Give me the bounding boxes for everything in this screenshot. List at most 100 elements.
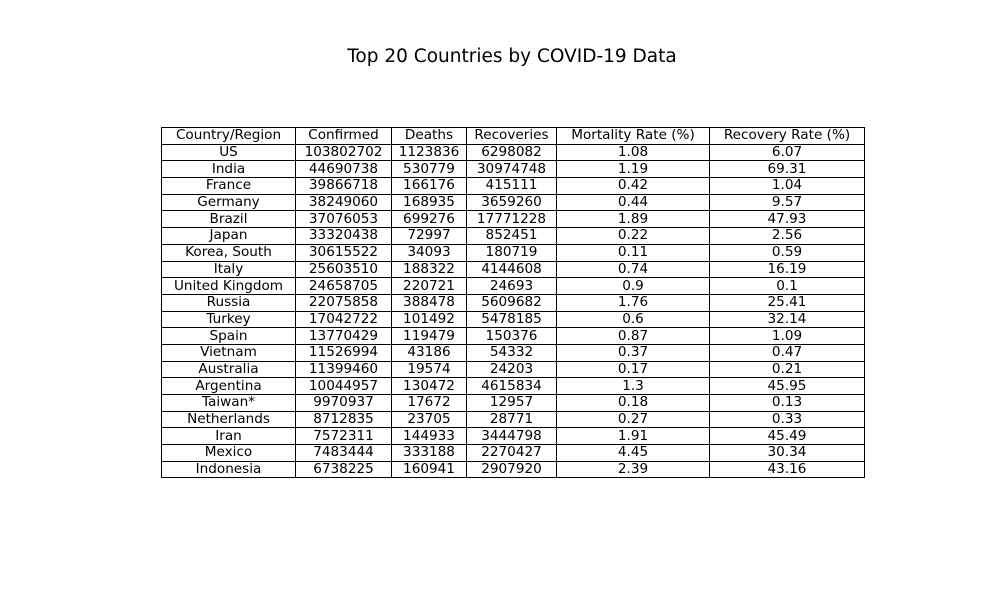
cell-country: Turkey (161, 310, 296, 329)
cell-recoveries: 2270427 (466, 444, 557, 462)
table-row: Indonesia 6738225 160941 2907920 2.39 43.16 (161, 460, 865, 479)
cell-deaths: 34093 (391, 243, 467, 262)
cell-country: France (161, 177, 296, 195)
cell-recovery-rate: 47.93 (709, 210, 865, 229)
cell-country: Korea, South (161, 243, 296, 262)
cell-recoveries: 30974748 (466, 160, 557, 179)
cell-mortality-rate: 0.9 (556, 277, 710, 295)
cell-recovery-rate: 16.19 (709, 260, 865, 279)
cell-deaths: 1123836 (391, 143, 467, 162)
cell-confirmed: 13770429 (295, 327, 392, 345)
table-row: United Kingdom 24658705 220721 24693 0.9 0.1 (161, 277, 865, 295)
cell-recoveries: 12957 (466, 394, 557, 412)
cell-confirmed: 7572311 (295, 427, 392, 446)
cell-country: Japan (161, 227, 296, 245)
cell-deaths: 220721 (391, 277, 467, 295)
cell-recoveries: 3659260 (466, 193, 557, 212)
cell-recoveries: 3444798 (466, 427, 557, 446)
table-row: Argentina 10044957 130472 4615834 1.3 45.95 (161, 377, 865, 395)
cell-confirmed: 6738225 (295, 460, 392, 479)
cell-country: Indonesia (161, 460, 296, 479)
cell-recoveries: 2907920 (466, 460, 557, 479)
cell-mortality-rate: 1.91 (556, 427, 710, 446)
cell-recoveries: 4615834 (466, 377, 557, 395)
cell-deaths: 101492 (391, 310, 467, 329)
table-row: Mexico 7483444 333188 2270427 4.45 30.34 (161, 444, 865, 462)
cell-mortality-rate: 4.45 (556, 444, 710, 462)
cell-mortality-rate: 0.87 (556, 327, 710, 345)
cell-recoveries: 150376 (466, 327, 557, 345)
cell-recoveries: 6298082 (466, 143, 557, 162)
cell-mortality-rate: 0.42 (556, 177, 710, 195)
cell-mortality-rate: 0.44 (556, 193, 710, 212)
table-row: Australia 11399460 19574 24203 0.17 0.21 (161, 360, 865, 379)
cell-mortality-rate: 0.6 (556, 310, 710, 329)
cell-recoveries: 5478185 (466, 310, 557, 329)
cell-mortality-rate: 0.74 (556, 260, 710, 279)
cell-recovery-rate: 1.09 (709, 327, 865, 345)
cell-recovery-rate: 43.16 (709, 460, 865, 479)
cell-mortality-rate: 0.37 (556, 343, 710, 362)
cell-deaths: 130472 (391, 377, 467, 395)
cell-deaths: 19574 (391, 360, 467, 379)
table-body: US 103802702 1123836 6298082 1.08 6.07 India 44… (161, 143, 865, 479)
chart-title: Top 20 Countries by COVID-19 Data (347, 46, 677, 67)
cell-confirmed: 38249060 (295, 193, 392, 212)
cell-recoveries: 24203 (466, 360, 557, 379)
cell-mortality-rate: 0.11 (556, 243, 710, 262)
cell-mortality-rate: 1.3 (556, 377, 710, 395)
cell-mortality-rate: 2.39 (556, 460, 710, 479)
cell-recovery-rate: 6.07 (709, 143, 865, 162)
header-country: Country/Region (161, 127, 296, 145)
cell-confirmed: 22075858 (295, 293, 392, 312)
cell-deaths: 188322 (391, 260, 467, 279)
cell-confirmed: 9970937 (295, 394, 392, 412)
cell-confirmed: 103802702 (295, 143, 392, 162)
table-row: Spain 13770429 119479 150376 0.87 1.09 (161, 327, 865, 345)
cell-country: Mexico (161, 444, 296, 462)
table-row: Japan 33320438 72997 852451 0.22 2.56 (161, 227, 865, 245)
cell-deaths: 530779 (391, 160, 467, 179)
cell-recovery-rate: 0.1 (709, 277, 865, 295)
cell-country: Taiwan* (161, 394, 296, 412)
cell-deaths: 23705 (391, 410, 467, 429)
cell-recovery-rate: 0.59 (709, 243, 865, 262)
cell-country: Netherlands (161, 410, 296, 429)
cell-deaths: 168935 (391, 193, 467, 212)
header-recoveries: Recoveries (466, 127, 557, 145)
cell-recovery-rate: 0.47 (709, 343, 865, 362)
cell-recovery-rate: 45.95 (709, 377, 865, 395)
cell-confirmed: 11399460 (295, 360, 392, 379)
cell-recoveries: 415111 (466, 177, 557, 195)
cell-mortality-rate: 1.19 (556, 160, 710, 179)
table-row: Russia 22075858 388478 5609682 1.76 25.41 (161, 293, 865, 312)
table-row: India 44690738 530779 30974748 1.19 69.31 (161, 160, 865, 179)
cell-recoveries: 54332 (466, 343, 557, 362)
cell-country: Germany (161, 193, 296, 212)
table-row: Vietnam 11526994 43186 54332 0.37 0.47 (161, 343, 865, 362)
cell-country: Russia (161, 293, 296, 312)
cell-recoveries: 180719 (466, 243, 557, 262)
cell-mortality-rate: 0.22 (556, 227, 710, 245)
cell-confirmed: 7483444 (295, 444, 392, 462)
cell-recovery-rate: 45.49 (709, 427, 865, 446)
table-row: Taiwan* 9970937 17672 12957 0.18 0.13 (161, 394, 865, 412)
cell-deaths: 166176 (391, 177, 467, 195)
header-recovery-rate: Recovery Rate (%) (709, 127, 865, 145)
cell-confirmed: 8712835 (295, 410, 392, 429)
cell-deaths: 699276 (391, 210, 467, 229)
cell-deaths: 160941 (391, 460, 467, 479)
table-row: Italy 25603510 188322 4144608 0.74 16.19 (161, 260, 865, 279)
cell-recoveries: 28771 (466, 410, 557, 429)
cell-country: India (161, 160, 296, 179)
cell-confirmed: 24658705 (295, 277, 392, 295)
cell-recovery-rate: 25.41 (709, 293, 865, 312)
table-row: Brazil 37076053 699276 17771228 1.89 47.93 (161, 210, 865, 229)
cell-recoveries: 5609682 (466, 293, 557, 312)
cell-recovery-rate: 0.13 (709, 394, 865, 412)
cell-confirmed: 44690738 (295, 160, 392, 179)
table-header-row: Country/Region Confirmed Deaths Recoveri… (161, 127, 865, 145)
cell-deaths: 119479 (391, 327, 467, 345)
cell-recovery-rate: 0.21 (709, 360, 865, 379)
cell-confirmed: 10044957 (295, 377, 392, 395)
